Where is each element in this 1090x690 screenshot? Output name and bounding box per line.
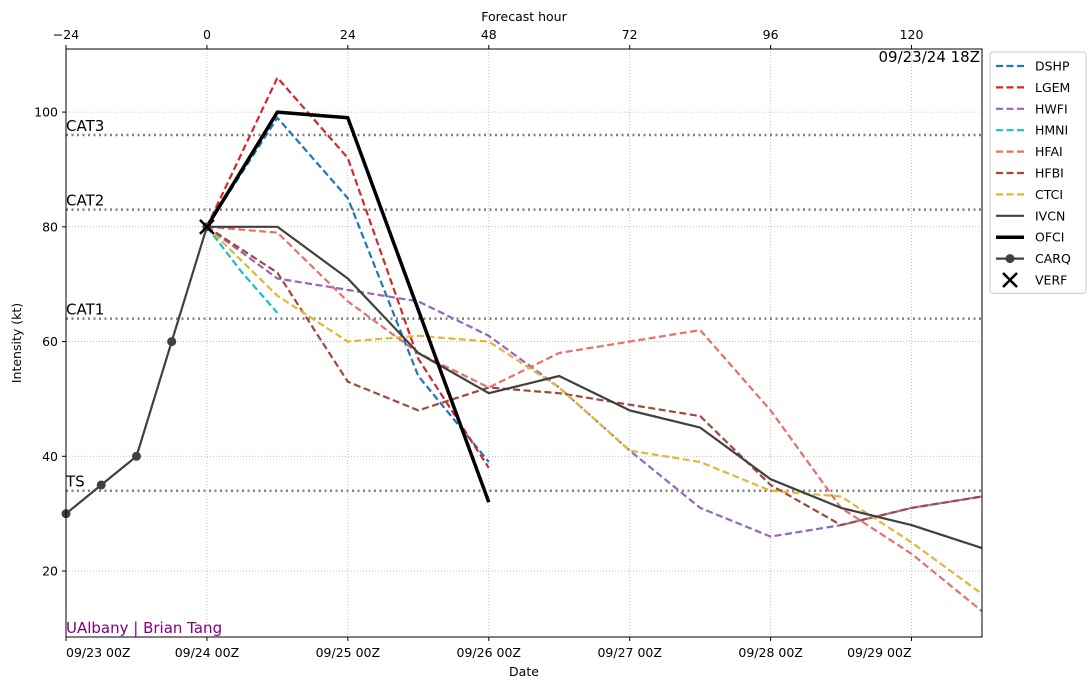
threshold-label-cat3: CAT3 bbox=[66, 117, 104, 135]
series-lgem-line bbox=[205, 76, 490, 469]
grid-layer bbox=[65, 49, 982, 637]
x-tick-label: 09/27 00Z bbox=[597, 645, 661, 660]
credit-text: UAlbany | Brian Tang bbox=[66, 619, 222, 637]
series-ivcn-line bbox=[206, 225, 983, 550]
plot-frame bbox=[65, 48, 983, 638]
threshold-label-ts: TS bbox=[65, 473, 85, 491]
series-hfai-line bbox=[206, 225, 983, 613]
y-tick-label: 20 bbox=[42, 564, 58, 579]
legend-lgem-label: LGEM bbox=[1035, 80, 1070, 95]
x-tick-label: 09/26 00Z bbox=[457, 645, 521, 660]
legend-hwfi-label: HWFI bbox=[1035, 101, 1068, 116]
init-time-label: 09/23/24 18Z bbox=[879, 48, 981, 66]
legend-dshp-label: DSHP bbox=[1035, 59, 1070, 74]
legend-hfai-label: HFAI bbox=[1035, 144, 1063, 159]
legend-hfbi-label: HFBI bbox=[1035, 166, 1064, 181]
y-axis-label: Intensity (kt) bbox=[9, 303, 24, 383]
series-hfbi-line bbox=[206, 225, 983, 527]
threshold-layer: TS CAT1 CAT2 CAT3 bbox=[65, 117, 982, 492]
y-tick-label: 60 bbox=[42, 334, 58, 349]
top-tick-label: 120 bbox=[900, 27, 924, 42]
series-carq-line bbox=[65, 226, 208, 515]
legend-verf-swatch bbox=[1002, 272, 1018, 288]
legend-carq-label: CARQ bbox=[1035, 251, 1071, 266]
series-carq-point bbox=[167, 337, 177, 347]
top-tick-label: 48 bbox=[481, 27, 497, 42]
x-tick-label: 09/24 00Z bbox=[175, 645, 239, 660]
threshold-label-cat1: CAT1 bbox=[66, 301, 104, 319]
top-tick-label: 96 bbox=[763, 27, 779, 42]
series-ctci-line bbox=[206, 226, 983, 595]
legend-ctci-label: CTCI bbox=[1035, 187, 1063, 202]
series-dshp-line bbox=[205, 116, 490, 463]
legend-box bbox=[989, 51, 1087, 294]
axis-layer: 09/23 00Z 09/24 00Z 09/25 00Z 09/26 00Z 09/2… bbox=[34, 27, 983, 660]
y-tick-label: 80 bbox=[42, 219, 58, 234]
legend-ofci-label: OFCI bbox=[1035, 230, 1064, 245]
threshold-label-cat2: CAT2 bbox=[66, 192, 104, 210]
x-tick-label: 09/29 00Z bbox=[847, 645, 911, 660]
x-tick-label: 09/28 00Z bbox=[738, 645, 802, 660]
top-tick-label: 0 bbox=[203, 27, 211, 42]
series-hmni-line bbox=[206, 226, 279, 314]
x-axis-label: Date bbox=[509, 664, 539, 679]
top-tick-label: 72 bbox=[622, 27, 638, 42]
legend-ivcn-label: IVCN bbox=[1035, 208, 1065, 223]
x-tick-label: 09/23 00Z bbox=[66, 645, 130, 660]
y-tick-label: 100 bbox=[34, 105, 58, 120]
legend-verf-label: VERF bbox=[1035, 273, 1067, 288]
series-carq-point bbox=[131, 451, 141, 461]
legend: DSHP LGEM HWFI HMNI HFAI HFBI CTCI IVCN OFCI CARQ… bbox=[989, 51, 1087, 294]
y-tick-label: 40 bbox=[42, 449, 58, 464]
series-carq-point bbox=[96, 480, 106, 490]
legend-hmni-label: HMNI bbox=[1035, 123, 1068, 138]
series-layer bbox=[61, 76, 983, 613]
x-tick-label: 09/25 00Z bbox=[316, 645, 380, 660]
top-tick-label: 24 bbox=[340, 27, 356, 42]
series-ofci-line bbox=[205, 110, 491, 503]
series-verf-marker bbox=[199, 218, 215, 235]
top-axis-label: Forecast hour bbox=[481, 9, 567, 24]
legend-carq-marker bbox=[1005, 254, 1015, 264]
top-tick-label: −24 bbox=[53, 27, 79, 42]
